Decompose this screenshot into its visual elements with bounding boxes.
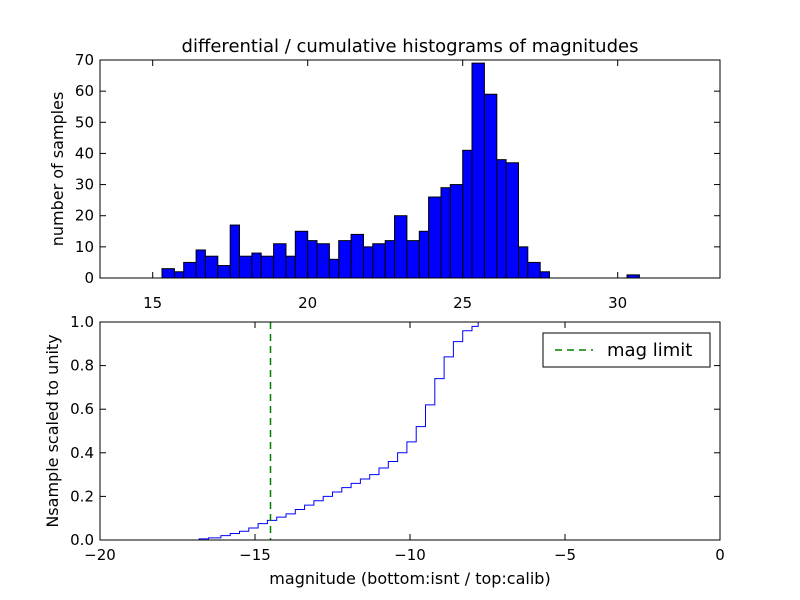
histogram-bar: [384, 240, 396, 279]
histogram-bar: [462, 149, 473, 279]
top-y-tick-label: 0: [84, 269, 94, 287]
histogram-bar: [527, 261, 541, 279]
histogram-bar: [350, 233, 365, 279]
bottom-y-tick-label: 1.0: [70, 313, 94, 331]
top-y-tick-label: 20: [75, 207, 94, 225]
histogram-bar: [217, 265, 231, 279]
legend: mag limit: [542, 332, 711, 368]
histogram-bar: [285, 255, 296, 279]
bottom-y-tick-label: 0.2: [70, 487, 94, 505]
histogram-bar: [418, 230, 430, 279]
histogram-bar: [372, 243, 386, 279]
histogram-bar: [483, 93, 498, 279]
bottom-axes-frame: [99, 321, 721, 541]
bottom-plot-area: 0.0 0.2 0.4 0.6 0.8 1.0 −20 −15 −10 −5 0: [70, 313, 725, 564]
top-axes-frame: [99, 59, 721, 279]
histogram-bar: [518, 246, 529, 279]
top-x-tick-label: 30: [608, 294, 627, 312]
histogram-bar: [307, 240, 318, 279]
bottom-x-tick-label: −15: [239, 546, 271, 564]
histogram-bar: [363, 246, 374, 279]
histogram-bar: [260, 255, 275, 279]
top-y-tick-label: 60: [75, 82, 94, 100]
histogram-bar: [496, 159, 507, 279]
histogram-bar: [449, 184, 464, 279]
bottom-y-tick-label: 0.6: [70, 400, 94, 418]
bottom-y-tick-label: 0.8: [70, 357, 94, 375]
histogram-bar: [440, 187, 451, 279]
legend-label-mag-limit: mag limit: [607, 340, 692, 361]
histogram-bar: [239, 255, 253, 279]
x-axis-label: magnitude (bottom:isnt / top:calib): [269, 569, 550, 588]
histogram-bar: [204, 255, 219, 279]
bottom-x-tick-label: −10: [394, 546, 426, 564]
top-y-tick-label: 10: [75, 238, 94, 256]
bottom-y-tick-label: 0.4: [70, 444, 94, 462]
top-histogram-panel: differential / cumulative histograms of …: [48, 36, 721, 312]
histogram-bar: [251, 252, 262, 279]
bottom-x-tick-label: 0: [715, 546, 725, 564]
top-plot-area: 0 10 20 30 40 50 60 70 15 20 25 30: [75, 51, 720, 312]
top-y-tick-label: 70: [75, 51, 94, 69]
histogram-bar: [338, 240, 352, 279]
top-x-tick-label: 25: [453, 294, 472, 312]
bottom-cumulative-panel: Nsample scaled to unity magnitude (botto…: [43, 313, 725, 588]
histogram-bar: [173, 271, 185, 279]
histogram-bar: [394, 215, 408, 279]
chart-title: differential / cumulative histograms of …: [182, 36, 639, 57]
histogram-bar: [428, 196, 442, 279]
top-x-tick-label: 20: [298, 294, 317, 312]
bottom-y-axis-label: Nsample scaled to unity: [43, 334, 62, 527]
histogram-bar: [229, 224, 240, 279]
histogram-bar: [471, 62, 485, 279]
top-y-tick-label: 30: [75, 176, 94, 194]
histogram-bar: [195, 249, 206, 279]
histogram-bar: [328, 258, 340, 279]
histogram-bar: [161, 268, 175, 279]
bottom-x-tick-label: −20: [84, 546, 116, 564]
histogram-bar: [539, 271, 551, 279]
histogram-bar: [316, 243, 330, 279]
bottom-x-tick-label: −5: [554, 546, 576, 564]
histogram-bar: [294, 230, 309, 279]
histogram-bar: [273, 243, 287, 279]
top-y-tick-label: 50: [75, 113, 94, 131]
histogram-bar: [406, 240, 420, 279]
histogram-bar: [505, 162, 520, 279]
top-y-axis-label: number of samples: [48, 92, 67, 247]
histogram-bar: [183, 261, 197, 279]
cumulative-step-line: [100, 321, 720, 541]
bottom-y-tick-label: 0.0: [70, 531, 94, 549]
top-x-tick-label: 15: [143, 294, 162, 312]
top-y-tick-label: 40: [75, 144, 94, 162]
